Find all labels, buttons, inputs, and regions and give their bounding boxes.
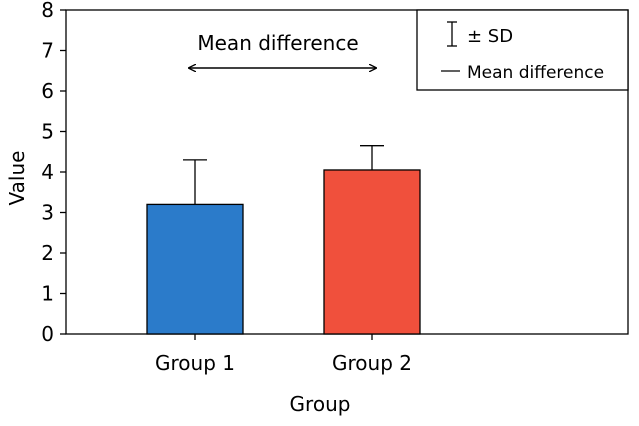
mean-difference-annotation-label: Mean difference bbox=[197, 31, 358, 55]
x-axis: Group 1 Group 2 bbox=[155, 334, 412, 375]
y-tick-label-6: 6 bbox=[41, 79, 54, 103]
error-bars-group bbox=[183, 145, 384, 205]
y-tick-label-4: 4 bbox=[41, 160, 54, 184]
x-axis-title: Group bbox=[290, 392, 351, 416]
y-tick-label-5: 5 bbox=[41, 120, 54, 144]
y-tick-label-1: 1 bbox=[41, 282, 54, 306]
bar-group-1 bbox=[146, 203, 244, 335]
y-tick-label-8: 8 bbox=[41, 0, 54, 22]
y-tick-label-7: 7 bbox=[41, 39, 54, 63]
x-tick-label-1: Group 1 bbox=[155, 351, 235, 375]
x-tick-label-2: Group 2 bbox=[332, 351, 412, 375]
y-tick-label-0: 0 bbox=[41, 322, 54, 346]
bar-group-2 bbox=[323, 169, 421, 335]
y-axis: 0 1 2 3 4 5 6 7 8 bbox=[41, 0, 66, 346]
legend: ± SD Mean difference bbox=[416, 9, 629, 91]
bars-group bbox=[146, 169, 421, 335]
legend-label-mean-difference: Mean difference bbox=[467, 63, 604, 83]
y-axis-title: Value bbox=[5, 151, 29, 206]
errorbar-legend-icon bbox=[447, 21, 457, 47]
y-tick-label-3: 3 bbox=[41, 201, 54, 225]
y-tick-label-2: 2 bbox=[41, 241, 54, 265]
legend-label-sd: ± SD bbox=[467, 26, 513, 47]
